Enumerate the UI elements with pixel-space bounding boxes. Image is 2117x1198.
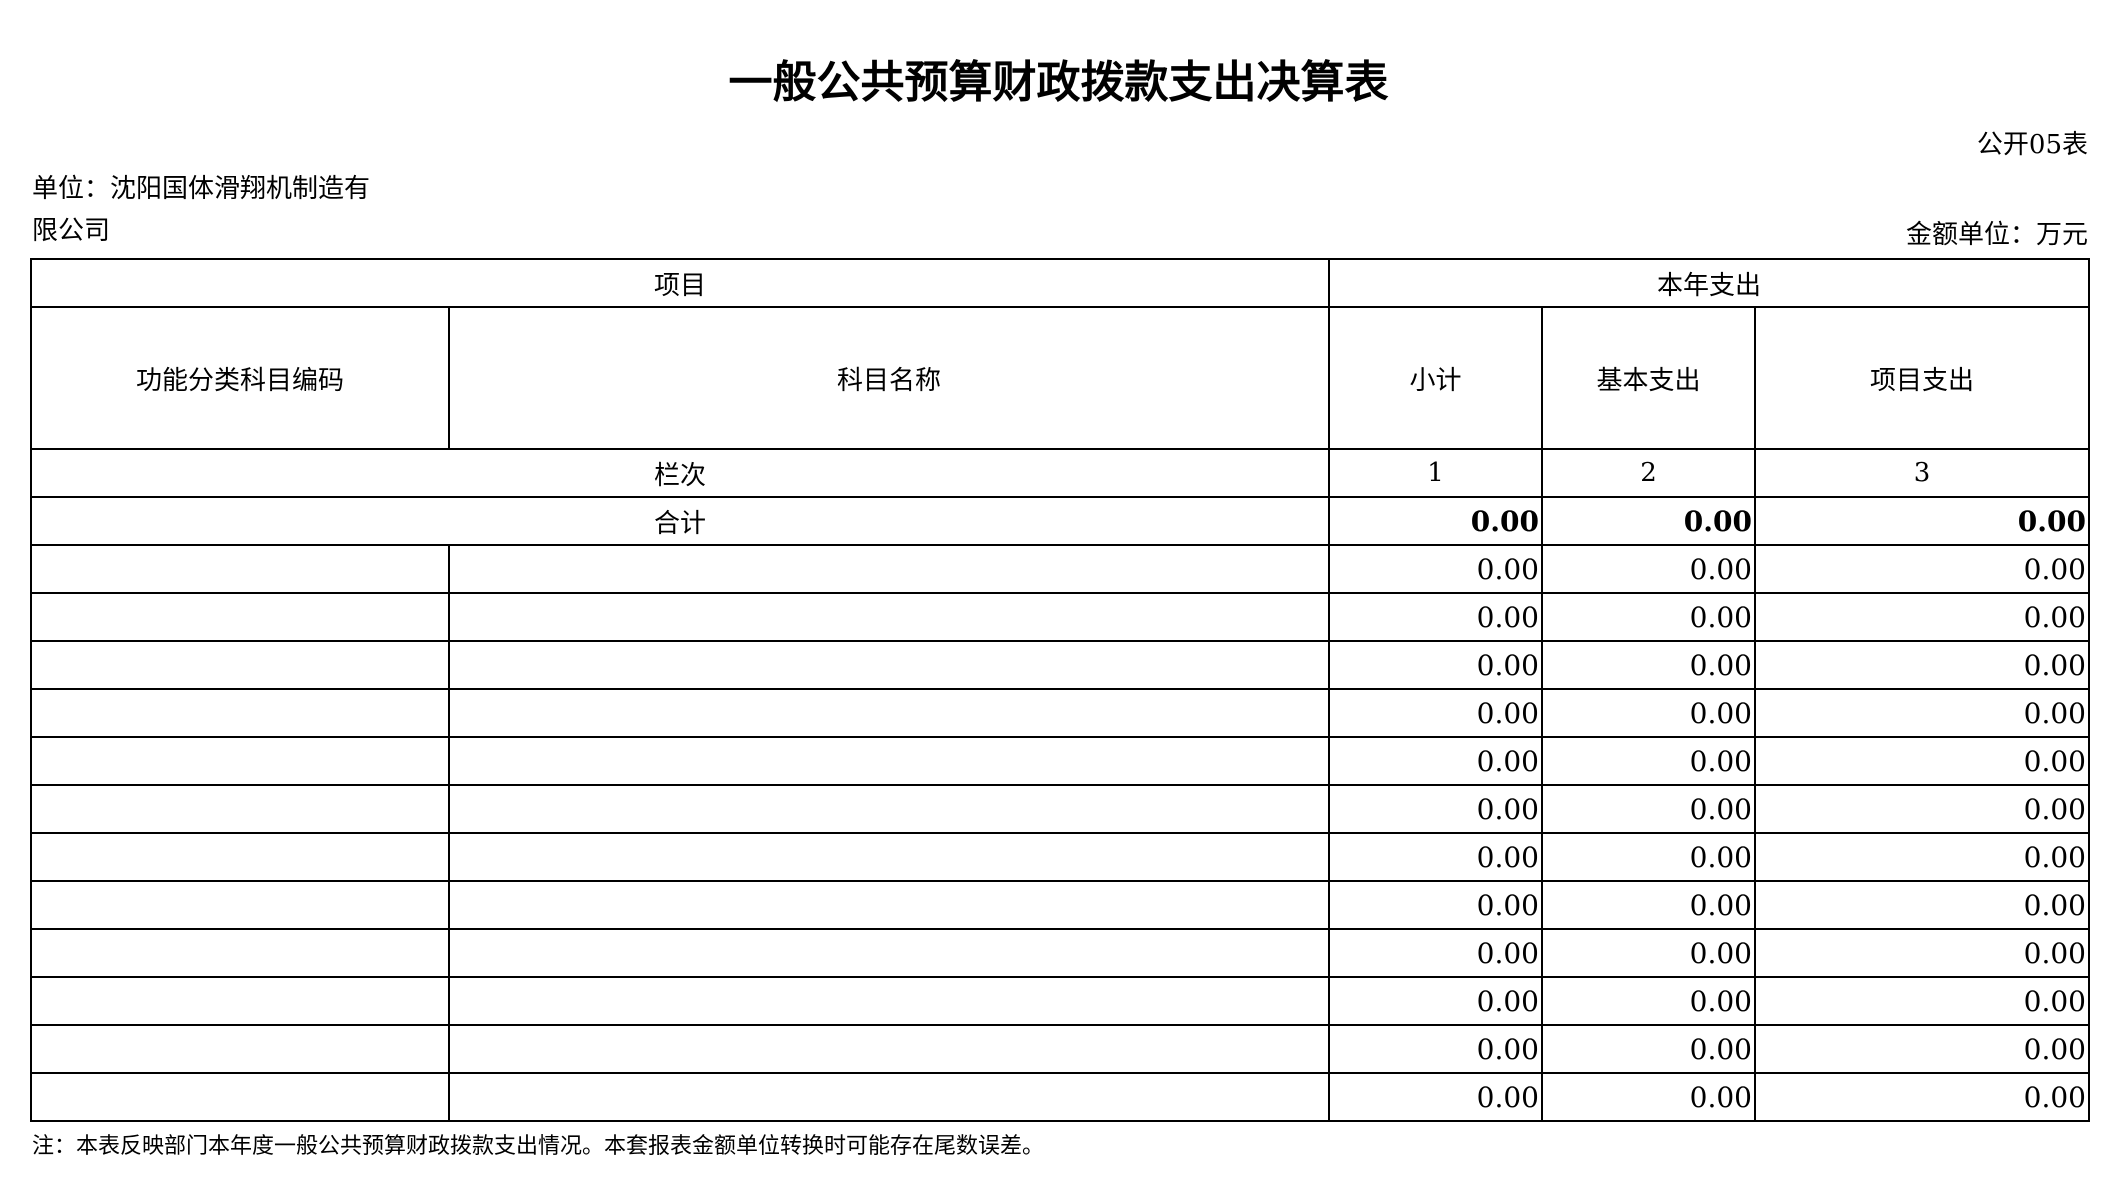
header-cell: 项目 (30, 258, 1330, 308)
amount-cell: 0.00 (1541, 880, 1756, 930)
amount-cell: 0.00 (1328, 688, 1543, 738)
amount-cell: 0.00 (1541, 688, 1756, 738)
amount-cell: 0.00 (1328, 592, 1543, 642)
code-cell (30, 1072, 450, 1122)
header-cell: 基本支出 (1541, 306, 1756, 450)
amount-cell: 0.00 (1754, 1072, 2090, 1122)
total-label: 合计 (30, 496, 1330, 546)
code-cell (30, 736, 450, 786)
amount-cell: 0.00 (1754, 976, 2090, 1026)
row: 0.00 0.00 0.00 (30, 832, 2090, 882)
amount-cell: 0.00 (1754, 784, 2090, 834)
amount-cell: 0.00 (1328, 544, 1543, 594)
total-value: 0.00 (1754, 496, 2090, 546)
amount-cell: 0.00 (1541, 928, 1756, 978)
amount-cell: 0.00 (1328, 640, 1543, 690)
amount-cell: 0.00 (1328, 880, 1543, 930)
amount-cell: 0.00 (1754, 880, 2090, 930)
amount-cell: 0.00 (1754, 544, 2090, 594)
amount-cell: 0.00 (1541, 544, 1756, 594)
code-cell (30, 640, 450, 690)
row: 0.00 0.00 0.00 (30, 880, 2090, 930)
amount-cell: 0.00 (1541, 640, 1756, 690)
name-cell (448, 688, 1330, 738)
amount-cell: 0.00 (1328, 976, 1543, 1026)
amount-cell: 0.00 (1328, 1072, 1543, 1122)
unit: 单位：沈阳国体滑翔机制造有限公司 (32, 174, 371, 246)
header-cell: 项目支出 (1754, 306, 2090, 450)
table: 项目 本年支出 功能分类科目编码 科目名称 小计 基本支出 项目支出 栏次 1 2 3 合计 0.… (30, 258, 2090, 1122)
name-cell (448, 736, 1330, 786)
name-cell (448, 1072, 1330, 1122)
title: 一般公共预算财政拨款支出决算表 (728, 57, 1389, 108)
amount-cell: 0.00 (1541, 592, 1756, 642)
header-cell: 本年支出 (1328, 258, 2090, 308)
code-cell (30, 1024, 450, 1074)
name-cell (448, 880, 1330, 930)
amount-cell: 0.00 (1754, 640, 2090, 690)
amount-cell: 0.00 (1328, 736, 1543, 786)
code-cell (30, 544, 450, 594)
amount-cell: 0.00 (1754, 736, 2090, 786)
amount-cell: 0.00 (1541, 736, 1756, 786)
total-value: 0.00 (1541, 496, 1756, 546)
row: 0.00 0.00 0.00 (30, 640, 2090, 690)
amount-cell: 0.00 (1754, 688, 2090, 738)
name-cell (448, 976, 1330, 1026)
amount-cell: 0.00 (1754, 592, 2090, 642)
column-index: 3 (1754, 448, 2090, 498)
row: 0.00 0.00 0.00 (30, 1024, 2090, 1074)
code-cell (30, 688, 450, 738)
amount-cell: 0.00 (1328, 1024, 1543, 1074)
header-cell: 小计 (1328, 306, 1543, 450)
column-index: 2 (1541, 448, 1756, 498)
name-cell (448, 640, 1330, 690)
amount-cell: 0.00 (1754, 832, 2090, 882)
row: 0.00 0.00 0.00 (30, 976, 2090, 1026)
form-number: 公开05表 (1976, 130, 2088, 160)
row: 0.00 0.00 0.00 (30, 544, 2090, 594)
row: 0.00 0.00 0.00 (30, 592, 2090, 642)
note: 注：本表反映部门本年度一般公共预算财政拨款支出情况。本套报表金额单位转换时可能存… (32, 1134, 1045, 1159)
code-cell (30, 592, 450, 642)
amount-cell: 0.00 (1754, 1024, 2090, 1074)
amount-cell: 0.00 (1328, 784, 1543, 834)
amount-cell: 0.00 (1328, 928, 1543, 978)
header-cell: 功能分类科目编码 (30, 306, 450, 450)
code-cell (30, 976, 450, 1026)
name-cell (448, 592, 1330, 642)
amount-cell: 0.00 (1541, 976, 1756, 1026)
row: 0.00 0.00 0.00 (30, 688, 2090, 738)
row: 0.00 0.00 0.00 (30, 1072, 2090, 1122)
row: 0.00 0.00 0.00 (30, 784, 2090, 834)
amount-cell: 0.00 (1541, 832, 1756, 882)
name-cell (448, 544, 1330, 594)
amount-cell: 0.00 (1541, 1024, 1756, 1074)
name-cell (448, 784, 1330, 834)
row: 0.00 0.00 0.00 (30, 928, 2090, 978)
name-cell (448, 928, 1330, 978)
amount-cell: 0.00 (1328, 832, 1543, 882)
amount-cell: 0.00 (1541, 784, 1756, 834)
column-index: 1 (1328, 448, 1543, 498)
name-cell (448, 832, 1330, 882)
code-cell (30, 784, 450, 834)
amount-cell: 0.00 (1754, 928, 2090, 978)
name-cell (448, 1024, 1330, 1074)
row: 0.00 0.00 0.00 (30, 736, 2090, 786)
amount-cell: 0.00 (1541, 1072, 1756, 1122)
amount-unit: 金额单位：万元 (1905, 220, 2088, 250)
total-value: 0.00 (1328, 496, 1543, 546)
code-cell (30, 928, 450, 978)
header-cell: 科目名称 (448, 306, 1330, 450)
column-index-label: 栏次 (30, 448, 1330, 498)
code-cell (30, 832, 450, 882)
code-cell (30, 880, 450, 930)
